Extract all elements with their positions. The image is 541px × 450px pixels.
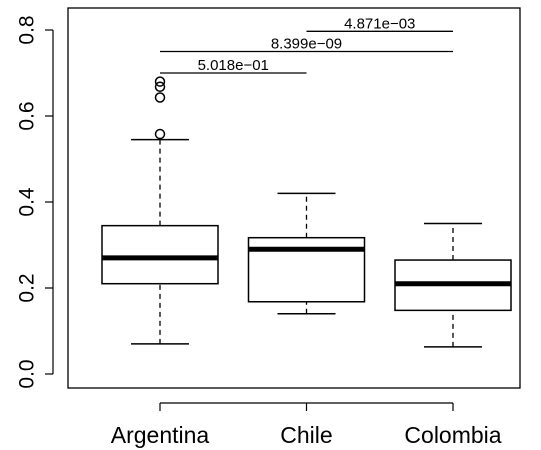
comparison-pvalue: 8.399e−09 xyxy=(271,36,342,53)
boxes xyxy=(101,76,512,348)
box-iqr xyxy=(101,224,219,285)
box-chile xyxy=(247,192,366,315)
x-tick-label: Argentina xyxy=(111,422,210,448)
comparison-pvalue: 5.018e−01 xyxy=(198,57,269,74)
outlier-point xyxy=(154,76,166,87)
y-axis: 0.0 0.2 0.4 0.6 0.8 xyxy=(16,15,54,389)
x-tick-label: Chile xyxy=(280,422,332,448)
comparison-annotations: 5.018e−018.399e−094.871e−03 xyxy=(160,15,453,74)
outlier-point xyxy=(154,92,166,103)
outlier-point xyxy=(154,128,166,140)
y-tick-label: 0.6 xyxy=(16,101,39,130)
y-tick-label: 0.4 xyxy=(16,187,39,217)
y-tick-label: 0.8 xyxy=(16,15,39,44)
comparison-pvalue: 4.871e−03 xyxy=(344,15,415,32)
box-argentina xyxy=(101,76,219,345)
outlier-point xyxy=(154,81,166,93)
plot-frame xyxy=(67,7,521,389)
box-colombia xyxy=(394,222,512,348)
y-tick-label: 0.0 xyxy=(16,359,39,388)
y-tick-label: 0.2 xyxy=(16,273,39,302)
x-tick-label: Colombia xyxy=(404,422,501,448)
x-axis: Argentina Chile Colombia xyxy=(111,402,502,448)
